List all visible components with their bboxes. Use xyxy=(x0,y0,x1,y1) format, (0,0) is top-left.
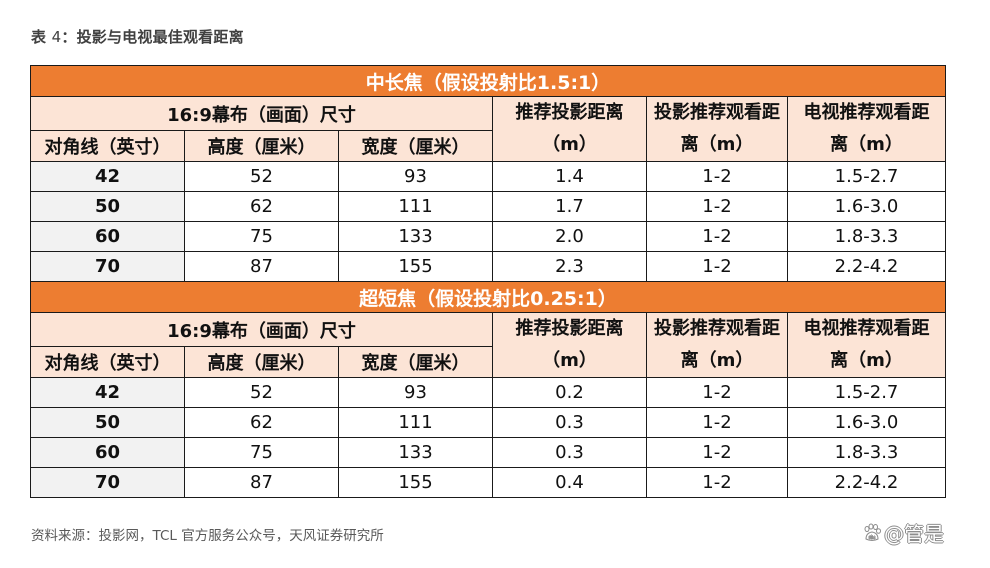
tv-viewing-cell: 1.8-3.3 xyxy=(786,437,947,468)
watermark-text: @管是 xyxy=(884,522,944,546)
source-note: 资料来源：投影网，TCL 官方服务公众号，天风证券研究所 xyxy=(31,528,384,544)
width-cell: 155 xyxy=(338,467,493,498)
tv-viewing-cell: 2.2-4.2 xyxy=(786,251,947,282)
caption-number: 4 xyxy=(51,28,62,46)
svg-text:du: du xyxy=(869,535,875,541)
table-row: 42 52 93 0.2 1-2 1.5-2.7 xyxy=(30,377,947,408)
projector-distance-header: 推荐投影距离（m） xyxy=(492,96,647,162)
table-row: 60 75 133 2.0 1-2 1.8-3.3 xyxy=(30,221,947,252)
diagonal-cell: 60 xyxy=(30,437,185,468)
height-cell: 62 xyxy=(184,191,339,222)
diagonal-cell: 70 xyxy=(30,251,185,282)
height-cell: 87 xyxy=(184,467,339,498)
projector-viewing-cell: 1-2 xyxy=(646,221,788,252)
projector-viewing-cell: 1-2 xyxy=(646,407,788,438)
projector-distance-cell: 1.7 xyxy=(492,191,647,222)
height-cell: 52 xyxy=(184,161,339,192)
projector-viewing-cell: 1-2 xyxy=(646,191,788,222)
table-row: 50 62 111 0.3 1-2 1.6-3.0 xyxy=(30,407,947,438)
projector-distance-cell: 2.0 xyxy=(492,221,647,252)
projector-distance-header: 推荐投影距离（m） xyxy=(492,312,647,378)
diagonal-cell: 50 xyxy=(30,407,185,438)
tv-viewing-cell: 1.6-3.0 xyxy=(786,191,947,222)
projector-viewing-cell: 1-2 xyxy=(646,467,788,498)
diagonal-header: 对角线（英寸） xyxy=(30,130,185,162)
tv-viewing-cell: 1.6-3.0 xyxy=(786,407,947,438)
width-cell: 111 xyxy=(338,191,493,222)
height-cell: 87 xyxy=(184,251,339,282)
section-header-row: 超短焦（假设投射比0.25:1） xyxy=(29,281,947,313)
caption-prefix: 表 xyxy=(31,28,52,46)
screen-size-group-header: 16:9幕布（画面）尺寸 xyxy=(30,311,493,348)
table-row: 42 52 93 1.4 1-2 1.5-2.7 xyxy=(30,161,947,192)
tv-viewing-cell: 1.8-3.3 xyxy=(786,221,947,252)
projector-distance-cell: 2.3 xyxy=(492,251,647,282)
column-header-row: 16:9幕布（画面）尺寸 推荐投影距离（m） 投影推荐观看距离（m） 电视推荐观… xyxy=(30,311,947,378)
tv-viewing-header: 电视推荐观看距离（m） xyxy=(786,312,947,378)
table-row: 70 87 155 0.4 1-2 2.2-4.2 xyxy=(30,467,947,498)
viewing-distance-table: 中长焦（假设投射比1.5:1） 16:9幕布（画面）尺寸 推荐投影距离（m） 投… xyxy=(29,65,947,498)
projector-distance-cell: 0.3 xyxy=(492,437,647,468)
diagonal-cell: 42 xyxy=(30,161,185,192)
column-header-row: 16:9幕布（画面）尺寸 推荐投影距离（m） 投影推荐观看距离（m） 电视推荐观… xyxy=(30,95,947,162)
baidu-paw-icon: du xyxy=(864,523,881,541)
projector-distance-cell: 0.2 xyxy=(492,377,647,408)
section-title: 中长焦（假设投射比1.5:1） xyxy=(29,65,947,97)
column-subheader-row: 对角线（英寸） 高度（厘米） 宽度（厘米） xyxy=(30,130,946,162)
width-cell: 111 xyxy=(338,407,493,438)
projector-distance-cell: 0.4 xyxy=(492,467,647,498)
projector-distance-cell: 0.3 xyxy=(492,407,647,438)
table-caption: 表 4：投影与电视最佳观看距离 xyxy=(31,26,244,47)
projector-viewing-cell: 1-2 xyxy=(646,251,788,282)
screen-size-group-header: 16:9幕布（画面）尺寸 xyxy=(30,95,493,132)
table-row: 60 75 133 0.3 1-2 1.8-3.3 xyxy=(30,437,947,468)
watermark: du @管是 xyxy=(862,518,944,547)
projector-viewing-cell: 1-2 xyxy=(646,161,788,192)
projector-viewing-header: 投影推荐观看距离（m） xyxy=(646,96,788,162)
width-cell: 93 xyxy=(338,377,493,408)
width-cell: 93 xyxy=(338,161,493,192)
width-header: 宽度（厘米） xyxy=(338,130,493,162)
width-cell: 133 xyxy=(338,221,493,252)
width-header: 宽度（厘米） xyxy=(338,346,493,378)
width-cell: 133 xyxy=(338,437,493,468)
diagonal-cell: 70 xyxy=(30,467,185,498)
diagonal-header: 对角线（英寸） xyxy=(30,346,185,378)
diagonal-cell: 50 xyxy=(30,191,185,222)
projector-viewing-cell: 1-2 xyxy=(646,377,788,408)
caption-title: ：投影与电视最佳观看距离 xyxy=(61,28,244,46)
height-header: 高度（厘米） xyxy=(184,346,339,378)
section-title: 超短焦（假设投射比0.25:1） xyxy=(29,281,947,313)
projector-viewing-header: 投影推荐观看距离（m） xyxy=(646,312,788,378)
tv-viewing-cell: 1.5-2.7 xyxy=(786,161,947,192)
section-header-row: 中长焦（假设投射比1.5:1） xyxy=(29,65,947,97)
diagonal-cell: 60 xyxy=(30,221,185,252)
projector-viewing-cell: 1-2 xyxy=(646,437,788,468)
height-cell: 62 xyxy=(184,407,339,438)
height-cell: 75 xyxy=(184,221,339,252)
height-cell: 52 xyxy=(184,377,339,408)
column-subheader-row: 对角线（英寸） 高度（厘米） 宽度（厘米） xyxy=(30,346,946,378)
diagonal-cell: 42 xyxy=(30,377,185,408)
height-cell: 75 xyxy=(184,437,339,468)
width-cell: 155 xyxy=(338,251,493,282)
table-row: 50 62 111 1.7 1-2 1.6-3.0 xyxy=(30,191,947,222)
tv-viewing-cell: 1.5-2.7 xyxy=(786,377,947,408)
projector-distance-cell: 1.4 xyxy=(492,161,647,192)
tv-viewing-cell: 2.2-4.2 xyxy=(786,467,947,498)
tv-viewing-header: 电视推荐观看距离（m） xyxy=(786,96,947,162)
height-header: 高度（厘米） xyxy=(184,130,339,162)
table-row: 70 87 155 2.3 1-2 2.2-4.2 xyxy=(30,251,947,282)
